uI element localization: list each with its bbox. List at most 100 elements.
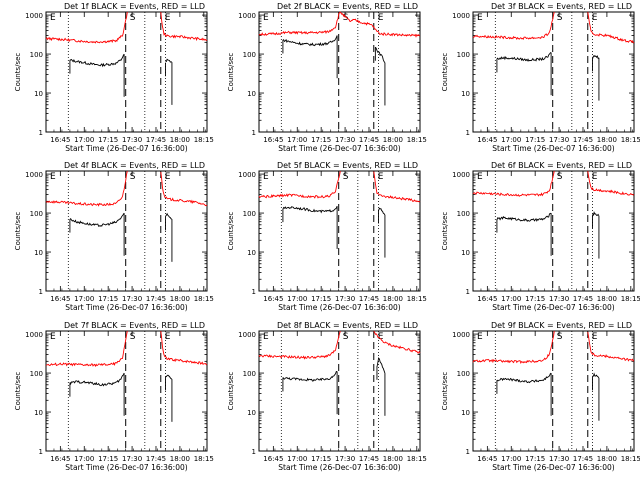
plot-frame — [472, 11, 635, 133]
plot-frame — [258, 170, 421, 292]
panel-det-9: Det 9f BLACK = Events, RED = LLD 1 10 100 10… — [441, 321, 640, 472]
y-tick-label: 10 — [34, 409, 43, 417]
y-tick-label: 1000 — [452, 171, 470, 179]
y-axis-label: Counts/sec — [227, 53, 235, 92]
marker-label-s: S — [557, 13, 563, 23]
x-tick-label: 17:00 — [74, 455, 94, 463]
x-axis-label: Start Time (26-Dec-07 16:36:00) — [278, 144, 400, 153]
x-tick-label: 16:45 — [263, 455, 283, 463]
x-tick-label: 17:00 — [501, 136, 521, 144]
x-tick-label: 17:30 — [122, 295, 142, 303]
x-tick-label: 18:00 — [170, 136, 190, 144]
marker-label-s: S — [343, 13, 349, 23]
x-tick-label: 17:45 — [146, 295, 166, 303]
y-axis-label: Counts/sec — [14, 212, 22, 251]
marker-label-s: S — [130, 172, 136, 182]
marker-label-e: E — [477, 13, 483, 23]
y-tick-label: 100 — [30, 370, 43, 378]
panel-title: Det 7f BLACK = Events, RED = LLD — [64, 321, 205, 330]
x-tick-label: 18:00 — [170, 295, 190, 303]
x-tick-label: 17:15 — [98, 136, 118, 144]
events-series-segment-2 — [592, 211, 600, 217]
x-tick-label: 18:15 — [194, 295, 214, 303]
x-tick-label: 18:15 — [407, 455, 427, 463]
x-tick-label: 17:30 — [335, 136, 355, 144]
plot-frame — [472, 330, 635, 452]
x-tick-label: 17:45 — [359, 136, 379, 144]
panel-title: Det 5f BLACK = Events, RED = LLD — [277, 161, 418, 170]
y-tick-label: 1000 — [25, 331, 43, 339]
panel-det-7: Det 7f BLACK = Events, RED = LLD 1 10 100 10… — [14, 321, 214, 472]
y-tick-label: 10 — [247, 90, 256, 98]
x-tick-label: 18:15 — [621, 295, 640, 303]
y-tick-label: 1 — [252, 129, 256, 137]
marker-label-e: E — [378, 332, 384, 342]
events-series-segment-2 — [376, 357, 386, 374]
marker-label-e: E — [165, 172, 171, 182]
y-tick-label: 10 — [247, 409, 256, 417]
marker-label-s: S — [343, 172, 349, 182]
y-tick-label: 10 — [461, 249, 470, 257]
plot-frame — [472, 170, 635, 292]
panel-title: Det 9f BLACK = Events, RED = LLD — [491, 321, 632, 330]
lld-series-segment-1 — [45, 170, 128, 207]
marker-label-s: S — [557, 172, 563, 182]
lld-series-segment-1 — [258, 330, 341, 360]
x-tick-label: 18:15 — [194, 455, 214, 463]
panel-title: Det 8f BLACK = Events, RED = LLD — [277, 321, 418, 330]
x-tick-label: 17:45 — [573, 295, 593, 303]
x-tick-label: 17:30 — [122, 455, 142, 463]
y-axis-label: Counts/sec — [14, 372, 22, 411]
x-axis-label: Start Time (26-Dec-07 16:36:00) — [65, 144, 187, 153]
x-tick-label: 18:00 — [597, 455, 617, 463]
x-tick-label: 17:00 — [501, 455, 521, 463]
lld-series-segment-2 — [160, 330, 208, 366]
panel-title: Det 1f BLACK = Events, RED = LLD — [64, 2, 205, 11]
x-tick-label: 16:45 — [477, 455, 497, 463]
panel-det-4: Det 4f BLACK = Events, RED = LLD 1 10 100 10… — [14, 161, 214, 312]
x-tick-label: 17:45 — [146, 136, 166, 144]
plot-frame — [45, 11, 208, 133]
x-axis-label: Start Time (26-Dec-07 16:36:00) — [492, 144, 614, 153]
events-series-segment-2 — [165, 212, 173, 220]
events-series-segment-1 — [282, 206, 338, 214]
events-series-segment-1 — [69, 53, 125, 68]
lld-series-segment-2 — [373, 171, 421, 203]
marker-label-e: E — [50, 332, 56, 342]
panel-det-1: Det 1f BLACK = Events, RED = LLD 1 10 100 10… — [14, 2, 214, 153]
marker-label-e: E — [378, 172, 384, 182]
x-tick-label: 16:45 — [263, 295, 283, 303]
x-tick-label: 16:45 — [50, 295, 70, 303]
x-tick-label: 16:45 — [477, 136, 497, 144]
y-tick-label: 10 — [34, 249, 43, 257]
x-tick-label: 17:45 — [359, 295, 379, 303]
lld-series-segment-1 — [258, 170, 341, 199]
y-tick-label: 1000 — [238, 12, 256, 20]
y-tick-label: 1000 — [452, 12, 470, 20]
x-tick-label: 18:00 — [383, 136, 403, 144]
y-tick-label: 1 — [39, 448, 43, 456]
y-tick-label: 1000 — [238, 171, 256, 179]
lld-series-segment-1 — [472, 330, 555, 364]
y-tick-label: 1 — [39, 288, 43, 296]
x-tick-label: 18:15 — [194, 136, 214, 144]
x-tick-label: 16:45 — [50, 455, 70, 463]
marker-label-e: E — [50, 172, 56, 182]
x-tick-label: 17:45 — [146, 455, 166, 463]
events-series-segment-1 — [282, 370, 338, 382]
panel-title: Det 4f BLACK = Events, RED = LLD — [64, 161, 205, 170]
x-tick-label: 16:45 — [50, 136, 70, 144]
events-series-segment-1 — [69, 372, 125, 387]
x-tick-label: 17:15 — [98, 455, 118, 463]
panel-title: Det 6f BLACK = Events, RED = LLD — [491, 161, 632, 170]
panel-det-3: Det 3f BLACK = Events, RED = LLD 1 10 100 10… — [441, 2, 640, 153]
events-series-segment-1 — [69, 212, 125, 227]
marker-label-s: S — [343, 332, 349, 342]
events-series-segment-2 — [378, 207, 386, 216]
y-tick-label: 1 — [466, 448, 470, 456]
y-tick-label: 100 — [457, 51, 470, 59]
x-tick-label: 17:15 — [525, 455, 545, 463]
y-tick-label: 1000 — [25, 171, 43, 179]
y-tick-label: 100 — [457, 210, 470, 218]
events-series-segment-1 — [282, 35, 338, 47]
